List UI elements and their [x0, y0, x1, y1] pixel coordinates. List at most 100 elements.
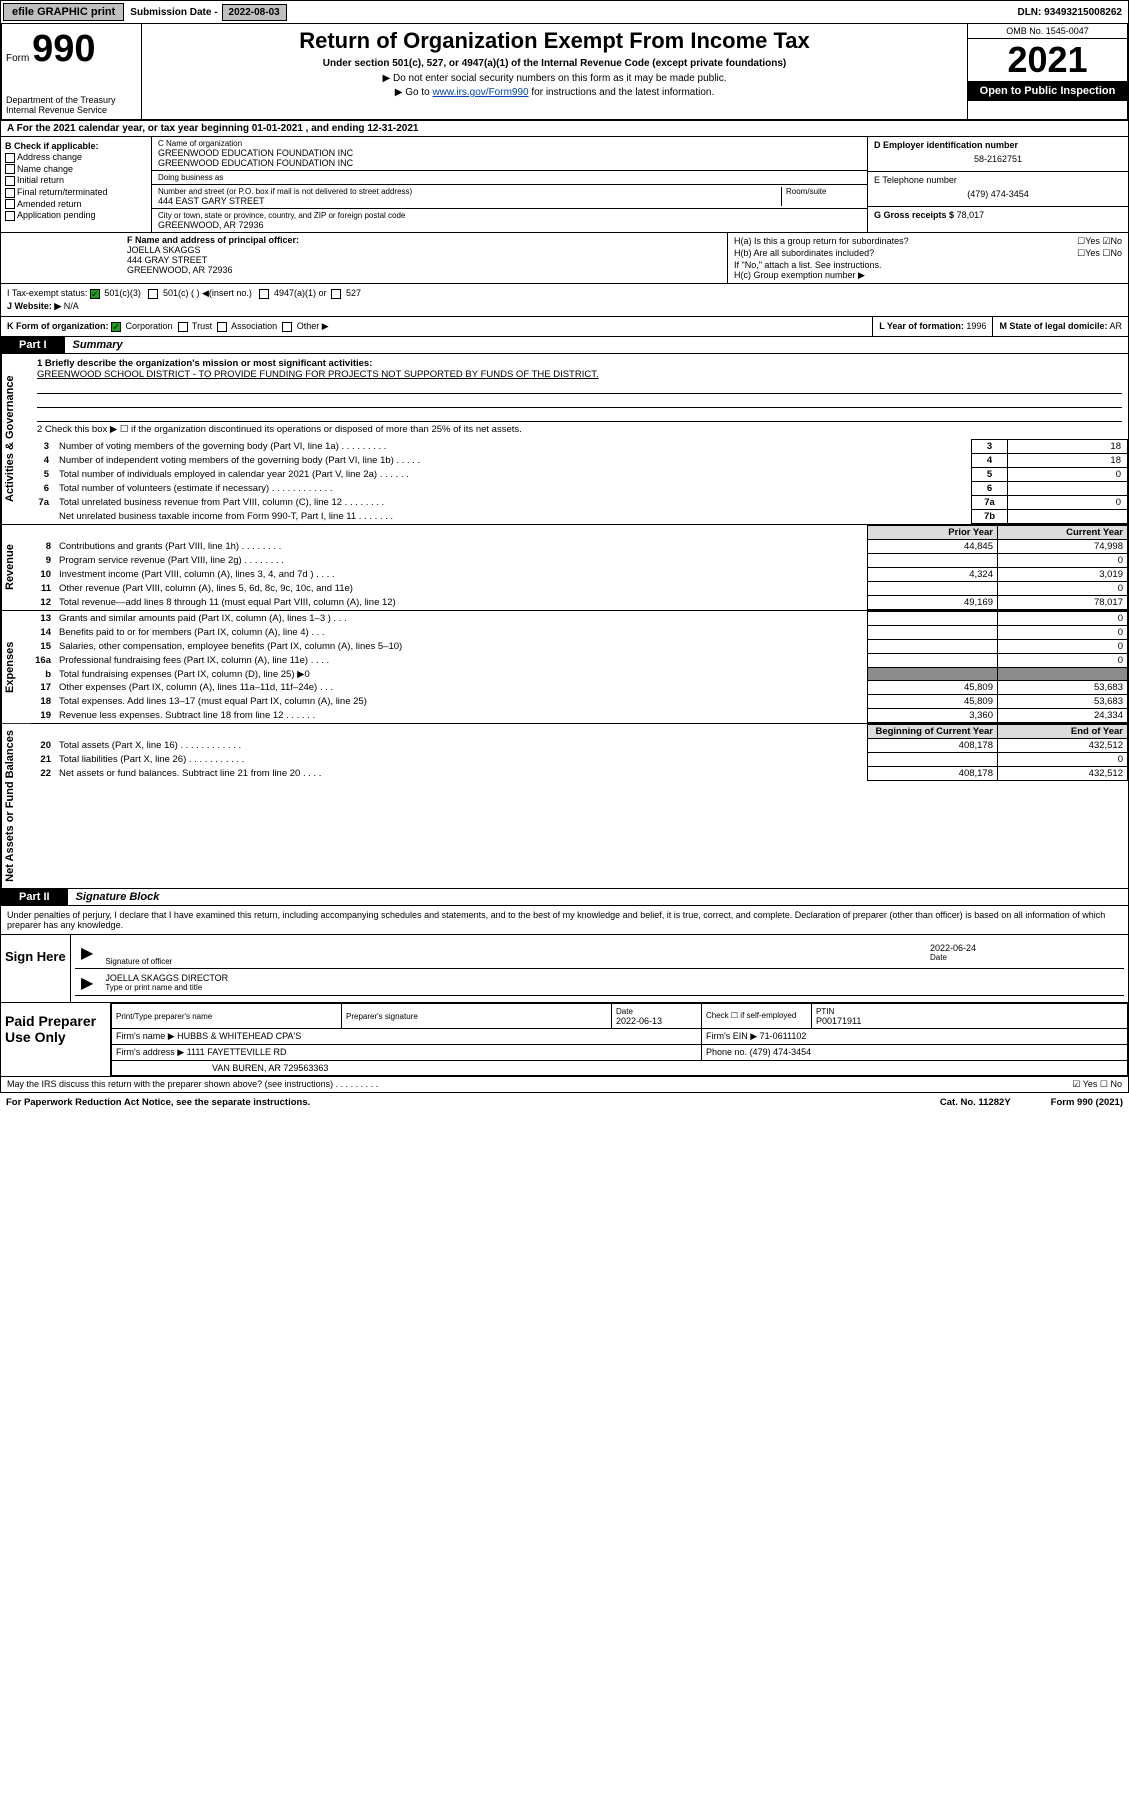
chk-name-change[interactable]: Name change [5, 164, 147, 175]
block-ij: I Tax-exempt status: ✓ 501(c)(3) 501(c) … [0, 284, 1129, 317]
table-row: 21Total liabilities (Part X, line 26) . … [31, 753, 1128, 767]
vlabel-netassets: Net Assets or Fund Balances [1, 724, 31, 888]
chk-final-return[interactable]: Final return/terminated [5, 187, 147, 198]
arrow-icon: ▶ [75, 973, 99, 993]
part1-header: Part I Summary [0, 337, 1129, 354]
netassets-block: Net Assets or Fund Balances Beginning of… [0, 724, 1129, 889]
current-year-hdr: Current Year [998, 526, 1128, 540]
irs-discuss-label: May the IRS discuss this return with the… [7, 1079, 1072, 1090]
signature-intro: Under penalties of perjury, I declare th… [0, 906, 1129, 935]
room-label: Room/suite [786, 187, 861, 196]
begin-year-hdr: Beginning of Current Year [868, 725, 998, 739]
dln-label: DLN: 93493215008262 [1011, 5, 1128, 20]
firm-name-lbl: Firm's name ▶ [116, 1031, 175, 1041]
subtitle: Under section 501(c), 527, or 4947(a)(1)… [150, 58, 959, 69]
table-row: 13Grants and similar amounts paid (Part … [31, 612, 1128, 626]
arrow-icon: ▶ [75, 943, 99, 966]
sign-date: 2022-06-24 [930, 943, 1118, 953]
irs-discuss-row: May the IRS discuss this return with the… [0, 1077, 1129, 1093]
prior-year-hdr: Prior Year [868, 526, 998, 540]
chk-trust[interactable] [178, 322, 188, 332]
irs-link[interactable]: www.irs.gov/Form990 [432, 87, 528, 98]
self-employed-chk[interactable]: Check ☐ if self-employed [702, 1003, 812, 1028]
governance-block: Activities & Governance 1 Briefly descri… [0, 354, 1129, 525]
sign-here-label: Sign Here [1, 935, 71, 1002]
efile-button[interactable]: efile GRAPHIC print [3, 3, 124, 21]
chk-501c3[interactable]: ✓ [90, 289, 100, 299]
part2-header: Part II Signature Block [0, 889, 1129, 906]
preparer-table: Print/Type preparer's name Preparer's si… [111, 1003, 1128, 1076]
firm-addr-lbl: Firm's address ▶ [116, 1047, 184, 1057]
firm-ein-lbl: Firm's EIN ▶ [706, 1031, 757, 1041]
chk-association[interactable] [217, 322, 227, 332]
table-row: bTotal fundraising expenses (Part IX, co… [31, 668, 1128, 681]
irs-discuss-answer[interactable]: ☑ Yes ☐ No [1072, 1079, 1122, 1090]
hb-label: H(b) Are all subordinates included? [734, 248, 874, 259]
vlabel-governance: Activities & Governance [1, 354, 31, 524]
table-row: 9Program service revenue (Part VIII, lin… [31, 554, 1128, 568]
end-year-hdr: End of Year [998, 725, 1128, 739]
part1-title: Summary [65, 337, 1128, 353]
prep-sig-hdr: Preparer's signature [346, 1012, 418, 1021]
ein-value: 58-2162751 [874, 150, 1122, 168]
hb-answer[interactable]: ☐Yes ☐No [1077, 248, 1122, 259]
note2-pre: ▶ Go to [395, 87, 433, 98]
hc-label: H(c) Group exemption number ▶ [734, 270, 1122, 281]
row-klm: K Form of organization: ✓ Corporation Tr… [0, 317, 1129, 337]
chk-address-change[interactable]: Address change [5, 152, 147, 163]
paperwork-notice: For Paperwork Reduction Act Notice, see … [6, 1097, 900, 1108]
table-row: 16aProfessional fundraising fees (Part I… [31, 654, 1128, 668]
table-row: 11Other revenue (Part VIII, column (A), … [31, 582, 1128, 596]
section-i: I Tax-exempt status: ✓ 501(c)(3) 501(c) … [7, 288, 1122, 299]
year-formation: 1996 [966, 321, 986, 331]
chk-app-pending[interactable]: Application pending [5, 210, 147, 221]
form-number: 990 [32, 28, 95, 70]
firm-phone-lbl: Phone no. [706, 1047, 747, 1057]
gross-receipts-value: 78,017 [957, 210, 985, 220]
chk-4947[interactable] [259, 289, 269, 299]
section-l: L Year of formation: 1996 [872, 317, 992, 336]
table-row: 22Net assets or fund balances. Subtract … [31, 767, 1128, 781]
note2-post: for instructions and the latest informat… [529, 87, 715, 98]
section-b: B Check if applicable: Address change Na… [1, 137, 151, 232]
section-c: C Name of organization GREENWOOD EDUCATI… [151, 137, 868, 232]
addr-label: Number and street (or P.O. box if mail i… [158, 187, 781, 196]
netassets-table: Beginning of Current Year End of Year 20… [31, 724, 1128, 781]
table-row: 5Total number of individuals employed in… [31, 468, 1128, 482]
form-word: Form [6, 53, 29, 64]
chk-initial-return[interactable]: Initial return [5, 175, 147, 186]
row-a-tax-year: A For the 2021 calendar year, or tax yea… [0, 121, 1129, 137]
mission-area: 1 Briefly describe the organization's mi… [31, 354, 1128, 439]
table-row: 14Benefits paid to or for members (Part … [31, 626, 1128, 640]
section-f: F Name and address of principal officer:… [121, 233, 728, 283]
dba-label: Doing business as [158, 173, 861, 182]
prep-name-hdr: Print/Type preparer's name [116, 1012, 212, 1021]
ha-answer[interactable]: ☐Yes ☑No [1077, 236, 1122, 247]
q1-label: 1 Briefly describe the organization's mi… [37, 358, 1122, 369]
section-h: H(a) Is this a group return for subordin… [728, 233, 1128, 283]
chk-501c[interactable] [148, 289, 158, 299]
chk-527[interactable] [331, 289, 341, 299]
org-name-2: GREENWOOD EDUCATION FOUNDATION INC [158, 158, 861, 168]
governance-table: 3Number of voting members of the governi… [31, 439, 1128, 524]
street-address: 444 EAST GARY STREET [158, 196, 781, 206]
state-domicile: AR [1109, 321, 1122, 331]
chk-other[interactable] [282, 322, 292, 332]
chk-corporation[interactable]: ✓ [111, 322, 121, 332]
sign-here-block: Sign Here ▶ Signature of officer 2022-06… [0, 935, 1129, 1003]
c-name-label: C Name of organization [158, 139, 861, 148]
main-title: Return of Organization Exempt From Incom… [150, 28, 959, 54]
e-phone-label: E Telephone number [874, 175, 1122, 185]
firm-name: HUBBS & WHITEHEAD CPA'S [177, 1031, 301, 1041]
expenses-table: 13Grants and similar amounts paid (Part … [31, 611, 1128, 723]
vlabel-expenses: Expenses [1, 611, 31, 723]
org-name-1: GREENWOOD EDUCATION FOUNDATION INC [158, 148, 861, 158]
i-label: I Tax-exempt status: [7, 288, 87, 298]
block-bcde: B Check if applicable: Address change Na… [0, 137, 1129, 233]
officer-addr1: 444 GRAY STREET [127, 255, 721, 265]
mission-text: GREENWOOD SCHOOL DISTRICT - TO PROVIDE F… [37, 369, 1122, 380]
section-m: M State of legal domicile: AR [992, 317, 1128, 336]
table-row: 4Number of independent voting members of… [31, 454, 1128, 468]
expenses-block: Expenses 13Grants and similar amounts pa… [0, 611, 1129, 724]
chk-amended[interactable]: Amended return [5, 199, 147, 210]
